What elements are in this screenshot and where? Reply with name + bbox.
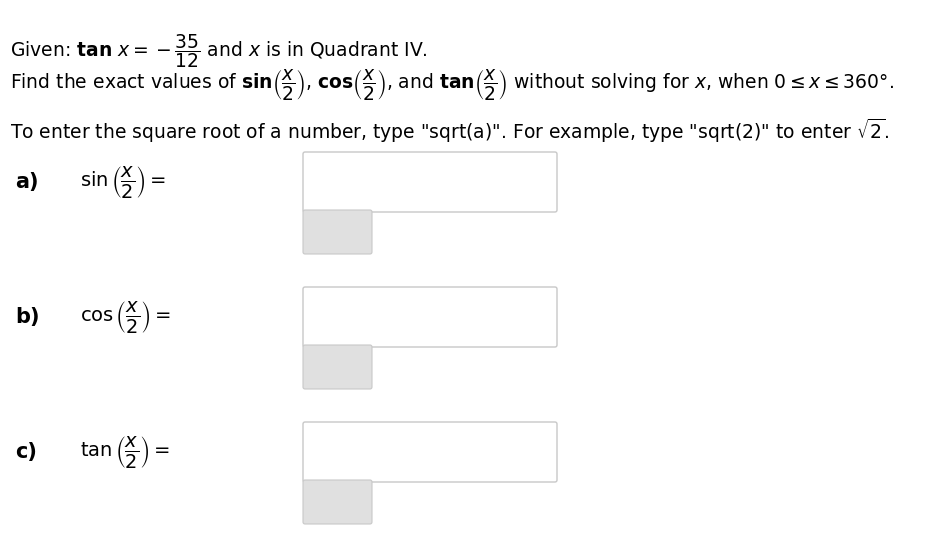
Text: Given: $\mathbf{tan}\ x = -\dfrac{35}{12}$ and $x$ is in Quadrant IV.: Given: $\mathbf{tan}\ x = -\dfrac{35}{12… bbox=[10, 32, 428, 70]
FancyBboxPatch shape bbox=[303, 287, 557, 347]
Text: b): b) bbox=[15, 307, 40, 327]
FancyBboxPatch shape bbox=[303, 210, 372, 254]
FancyBboxPatch shape bbox=[303, 152, 557, 212]
Text: $\cos\left(\dfrac{x}{2}\right) =$: $\cos\left(\dfrac{x}{2}\right) =$ bbox=[80, 299, 171, 335]
Text: a): a) bbox=[15, 172, 39, 192]
Text: $\tan\left(\dfrac{x}{2}\right) =$: $\tan\left(\dfrac{x}{2}\right) =$ bbox=[80, 434, 170, 470]
Text: c): c) bbox=[15, 442, 37, 462]
Text: $\sin\left(\dfrac{x}{2}\right) =$: $\sin\left(\dfrac{x}{2}\right) =$ bbox=[80, 164, 166, 200]
FancyBboxPatch shape bbox=[303, 480, 372, 524]
FancyBboxPatch shape bbox=[303, 345, 372, 389]
FancyBboxPatch shape bbox=[303, 422, 557, 482]
Text: To enter the square root of a number, type "sqrt(a)". For example, type "sqrt(2): To enter the square root of a number, ty… bbox=[10, 117, 889, 145]
Text: Find the exact values of $\mathbf{sin}\left(\dfrac{x}{2}\right)$, $\mathbf{cos}\: Find the exact values of $\mathbf{sin}\l… bbox=[10, 67, 894, 102]
